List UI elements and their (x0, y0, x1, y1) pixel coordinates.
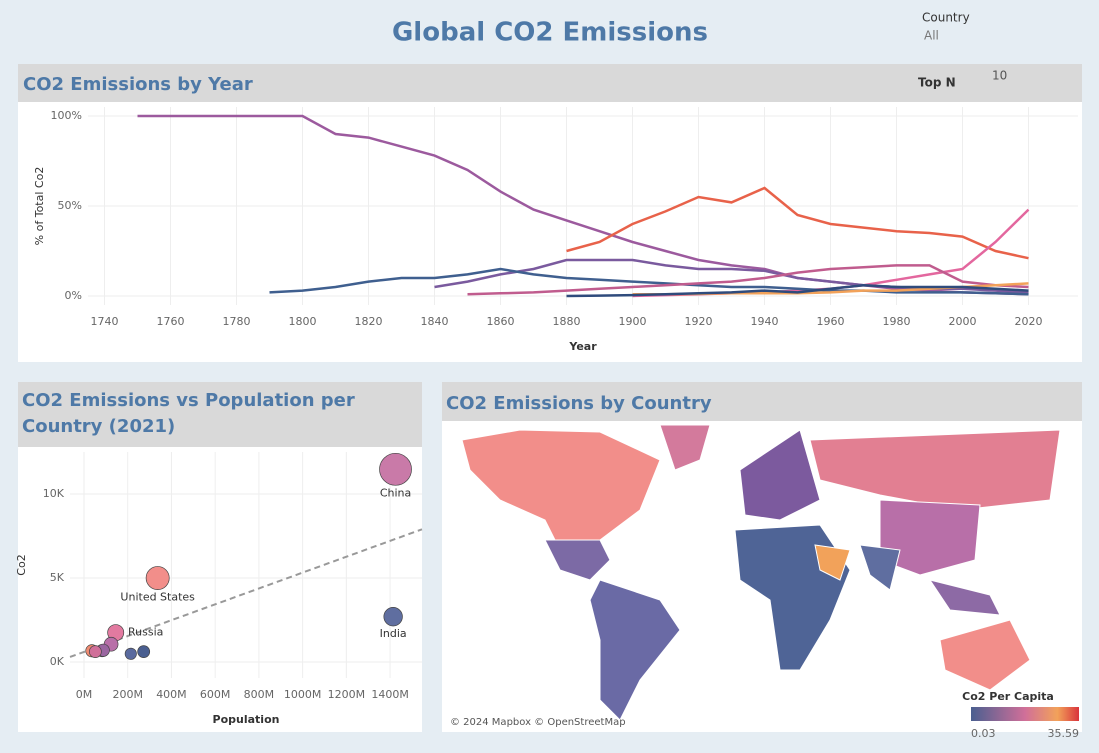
x-tick-label: 1780 (223, 315, 251, 328)
filter-value[interactable]: All (924, 29, 939, 43)
y-tick-label: 10K (43, 487, 65, 500)
line (566, 283, 1029, 298)
filter-label: Country (922, 11, 970, 25)
y-tick-label: 0% (65, 289, 82, 302)
color-legend (971, 707, 1079, 721)
bubble (137, 645, 151, 658)
region (659, 424, 711, 471)
y-tick-label: 5K (50, 571, 65, 584)
y-tick-label: 50% (58, 199, 82, 212)
point-label: China (380, 486, 411, 499)
panel-title: CO2 Emissions vs Population per Country … (22, 390, 355, 437)
x-tick-label: 600M (200, 688, 231, 701)
legend-min: 0.03 (971, 727, 996, 740)
legend-max: 35.59 (1048, 727, 1080, 740)
x-tick-label: 2000 (949, 315, 977, 328)
panel-header (18, 64, 1082, 102)
x-tick-label: 1400M (371, 688, 409, 701)
y-tick-label: 0K (50, 655, 65, 668)
x-tick-label: 800M (244, 688, 275, 701)
bubble (124, 647, 137, 660)
panel-header (18, 382, 422, 447)
region (859, 544, 901, 591)
x-tick-label: 1980 (883, 315, 911, 328)
y-tick-label: 100% (51, 109, 82, 122)
filter-label: Top N (918, 76, 956, 90)
x-axis-label: Year (568, 340, 597, 353)
x-tick-label: 2020 (1015, 315, 1043, 328)
x-tick-label: 1740 (91, 315, 119, 328)
point-label: United States (120, 591, 195, 604)
x-tick-label: 1860 (487, 315, 515, 328)
panel-title: CO2 Emissions by Country (446, 393, 712, 414)
bubble (145, 566, 170, 590)
dashboard-title: Global CO2 Emissions (392, 18, 708, 48)
x-tick-label: 1960 (817, 315, 845, 328)
x-axis-label: Population (213, 713, 280, 726)
trend-line (69, 528, 423, 658)
line (467, 264, 1029, 296)
attribution: © 2024 Mapbox © OpenStreetMap (450, 717, 626, 728)
x-tick-label: 1880 (553, 315, 581, 328)
region (928, 579, 1001, 616)
region (739, 429, 821, 521)
x-tick-label: 1900 (619, 315, 647, 328)
x-tick-label: 1200M (328, 688, 366, 701)
panel-header (442, 382, 1082, 421)
line (566, 186, 1029, 260)
y-axis-label: Co2 (15, 554, 28, 575)
x-tick-label: 1920 (685, 315, 713, 328)
bubble (383, 607, 403, 627)
point-label: India (380, 627, 407, 640)
line (269, 267, 1029, 296)
x-tick-label: 400M (156, 688, 187, 701)
filter-value[interactable]: 10 (992, 69, 1007, 83)
region (544, 539, 611, 581)
legend-title: Co2 Per Capita (962, 690, 1054, 703)
x-tick-label: 1000M (284, 688, 322, 701)
x-tick-label: 1940 (751, 315, 779, 328)
panel-title: CO2 Emissions by Year (23, 74, 253, 95)
panel (18, 64, 1082, 362)
panel-title-box: CO2 Emissions vs Population per Country … (22, 390, 355, 437)
y-axis-label: % of Total Co2 (33, 167, 46, 246)
point-label: Russia (128, 626, 163, 639)
x-tick-label: 1800 (289, 315, 317, 328)
x-tick-label: 1840 (421, 315, 449, 328)
bubble (88, 645, 102, 658)
region (939, 619, 1031, 691)
x-tick-label: 200M (112, 688, 143, 701)
region (589, 579, 681, 721)
x-tick-label: 0M (76, 688, 93, 701)
bubble (379, 452, 412, 486)
x-tick-label: 1760 (157, 315, 185, 328)
x-tick-label: 1820 (355, 315, 383, 328)
map (461, 424, 1061, 721)
region (814, 544, 851, 581)
